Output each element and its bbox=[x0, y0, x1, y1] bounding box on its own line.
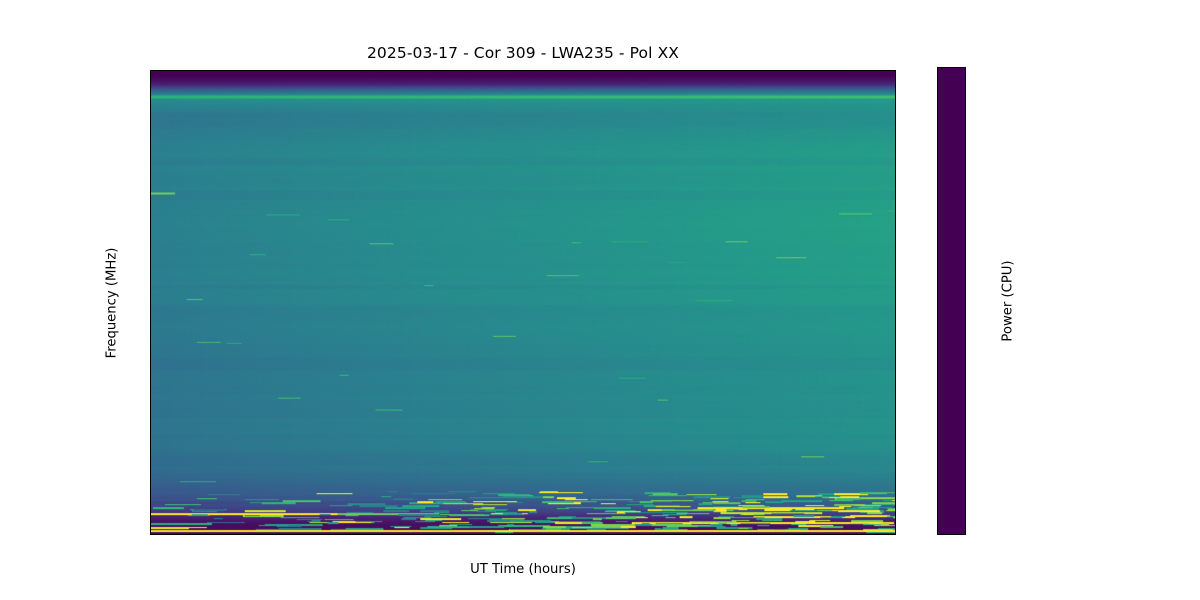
x-axis-minor-tick bbox=[859, 534, 860, 535]
x-axis-minor-tick bbox=[793, 534, 794, 535]
y-axis-tick-mark bbox=[150, 494, 151, 495]
y-axis-tick-mark bbox=[150, 431, 151, 432]
x-axis-minor-tick bbox=[304, 534, 305, 535]
colorbar-tick-mark bbox=[965, 187, 966, 188]
colorbar-tick-mark bbox=[965, 68, 966, 69]
spectrogram-canvas bbox=[151, 71, 895, 534]
y-axis-tick-mark bbox=[150, 368, 151, 369]
x-axis-minor-tick bbox=[637, 534, 638, 535]
x-axis-minor-tick bbox=[393, 534, 394, 535]
colorbar-tick-mark bbox=[965, 367, 966, 368]
y-axis-label: Frequency (MHz) bbox=[104, 247, 120, 358]
colorbar-gradient bbox=[938, 68, 965, 534]
x-axis-minor-tick bbox=[437, 534, 438, 535]
y-axis-tick-mark bbox=[150, 305, 151, 306]
x-axis-minor-tick bbox=[615, 534, 616, 535]
x-axis-tick-mark bbox=[260, 534, 261, 535]
x-axis-tick-mark bbox=[593, 534, 594, 535]
colorbar-tick-mark bbox=[965, 426, 966, 427]
colorbar-tick-mark bbox=[965, 307, 966, 308]
colorbar-tick-mark bbox=[965, 247, 966, 248]
x-axis-minor-tick bbox=[571, 534, 572, 535]
x-axis-minor-tick bbox=[837, 534, 838, 535]
x-axis-minor-tick bbox=[504, 534, 505, 535]
x-axis-minor-tick bbox=[215, 534, 216, 535]
x-axis-minor-tick bbox=[171, 534, 172, 535]
colorbar-tick-mark bbox=[965, 128, 966, 129]
x-axis-minor-tick bbox=[748, 534, 749, 535]
x-axis-minor-tick bbox=[326, 534, 327, 535]
y-axis-tick-mark bbox=[150, 116, 151, 117]
x-axis-label: UT Time (hours) bbox=[470, 562, 576, 577]
y-axis-tick-mark bbox=[150, 242, 151, 243]
colorbar-axes: 510152025303540 bbox=[937, 67, 966, 535]
spectrogram-axes: 20304050607080789101112 bbox=[150, 70, 896, 535]
y-axis-tick-mark bbox=[150, 179, 151, 180]
x-axis-tick-mark bbox=[482, 534, 483, 535]
x-axis-minor-tick bbox=[726, 534, 727, 535]
x-axis-minor-tick bbox=[282, 534, 283, 535]
x-axis-minor-tick bbox=[460, 534, 461, 535]
page-title: 2025-03-17 - Cor 309 - LWA235 - Pol XX bbox=[366, 44, 680, 62]
x-axis-minor-tick bbox=[349, 534, 350, 535]
x-axis-minor-tick bbox=[549, 534, 550, 535]
x-axis-minor-tick bbox=[193, 534, 194, 535]
x-axis-minor-tick bbox=[682, 534, 683, 535]
x-axis-minor-tick bbox=[660, 534, 661, 535]
x-axis-tick-mark bbox=[704, 534, 705, 535]
colorbar-label: Power (CPU) bbox=[1000, 260, 1016, 342]
x-axis-minor-tick bbox=[415, 534, 416, 535]
x-axis-minor-tick bbox=[526, 534, 527, 535]
spectrogram-image bbox=[151, 71, 895, 534]
x-axis-minor-tick bbox=[882, 534, 883, 535]
x-axis-tick-mark bbox=[371, 534, 372, 535]
x-axis-tick-mark bbox=[815, 534, 816, 535]
x-axis-minor-tick bbox=[771, 534, 772, 535]
x-axis-minor-tick bbox=[238, 534, 239, 535]
colorbar-tick-mark bbox=[965, 486, 966, 487]
